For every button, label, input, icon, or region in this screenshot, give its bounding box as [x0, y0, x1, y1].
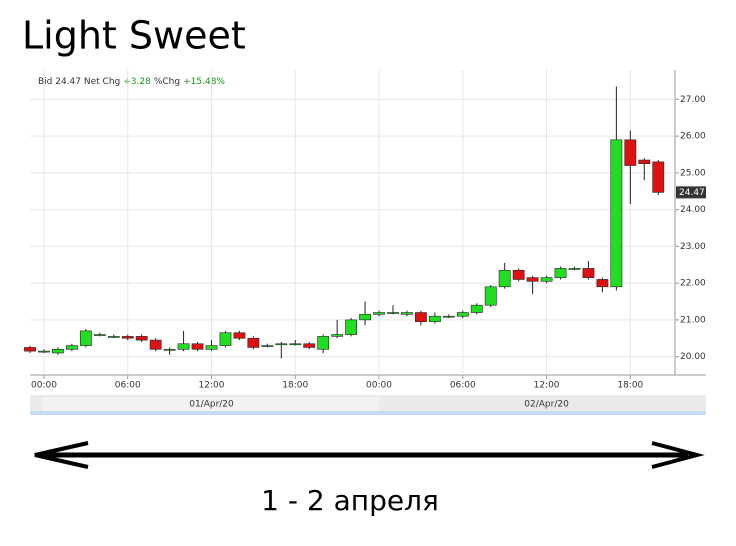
candle-body — [652, 161, 665, 193]
candle-body — [638, 159, 651, 165]
y-tick-label: 24.00 — [680, 205, 706, 215]
scroll-thumb — [42, 397, 379, 411]
candle-body — [38, 350, 50, 353]
candle-body — [610, 139, 623, 288]
candle-body — [387, 312, 399, 314]
caption: 1 - 2 апреля — [261, 484, 439, 517]
y-tick-label: 23.00 — [680, 242, 706, 252]
candle-body — [345, 319, 357, 335]
candle-body — [52, 348, 64, 354]
x-tick-label: 18:00 — [617, 381, 643, 391]
candle-body — [540, 277, 553, 282]
date-label: 01/Apr/20 — [189, 400, 234, 410]
candle-body — [289, 343, 302, 346]
candle-body — [233, 332, 246, 339]
x-tick-label: 18:00 — [282, 381, 308, 391]
candle-body — [512, 269, 525, 280]
x-tick-label: 12:00 — [534, 381, 560, 391]
candle-body — [247, 337, 260, 348]
y-tick-label: 25.00 — [680, 168, 706, 178]
x-tick-label: 00:00 — [31, 381, 57, 391]
scroll-line — [30, 411, 706, 415]
x-tick-label: 12:00 — [199, 381, 225, 391]
candle-body — [359, 314, 371, 321]
candle-body — [261, 345, 274, 347]
candle-body — [93, 334, 106, 336]
candle-body — [470, 304, 483, 313]
candle-body — [79, 330, 92, 346]
candle-body — [191, 343, 204, 350]
candle-body — [275, 343, 288, 346]
candle-body — [317, 336, 330, 350]
y-tick-label: 27.00 — [680, 95, 706, 105]
candle-body — [624, 139, 637, 166]
candle-body — [456, 312, 469, 317]
candle-body — [498, 269, 511, 288]
candle-body — [582, 268, 595, 278]
candle-body — [568, 268, 581, 270]
header-part: %Chg — [154, 77, 180, 87]
candle-body — [303, 343, 316, 348]
y-tick-label: 20.00 — [680, 352, 706, 362]
candle-body — [177, 343, 190, 350]
candle-body — [205, 345, 218, 350]
candle-body — [135, 336, 148, 341]
date-label: 02/Apr/20 — [524, 400, 569, 410]
candle-body — [428, 315, 441, 323]
candle-body — [484, 286, 497, 306]
candle-body — [163, 348, 176, 351]
candle-body — [331, 334, 344, 337]
y-tick-label: 22.00 — [680, 279, 706, 289]
candle-body — [65, 345, 78, 350]
header-part: Bid 24.47 Net Chg — [38, 77, 120, 87]
x-tick-label: 06:00 — [450, 381, 476, 391]
x-tick-label: 06:00 — [115, 381, 141, 391]
candle-body — [554, 268, 567, 278]
candle-body — [107, 336, 120, 338]
x-tick-label: 00:00 — [366, 381, 392, 391]
candle-body — [121, 336, 134, 339]
candle-body — [219, 332, 232, 346]
header-part: +15.48% — [183, 77, 225, 87]
candle-body — [401, 312, 413, 315]
candle-body — [596, 279, 609, 288]
candle-body — [24, 347, 36, 352]
candle-body — [526, 277, 539, 282]
header-part: +3.28 — [123, 77, 151, 87]
last-price-label: 24.47 — [679, 188, 705, 198]
last-price-box — [676, 186, 706, 199]
title: Light Sweet — [22, 14, 246, 58]
y-tick-label: 21.00 — [680, 315, 706, 325]
double-arrow — [34, 441, 705, 469]
candle-body — [149, 339, 162, 350]
candle-body — [442, 315, 455, 318]
header: Bid 24.47 Net Chg +3.28 %Chg +15.48% — [38, 77, 225, 87]
candle-body — [373, 312, 385, 315]
candle-body — [415, 312, 427, 323]
y-tick-label: 26.00 — [680, 132, 706, 142]
